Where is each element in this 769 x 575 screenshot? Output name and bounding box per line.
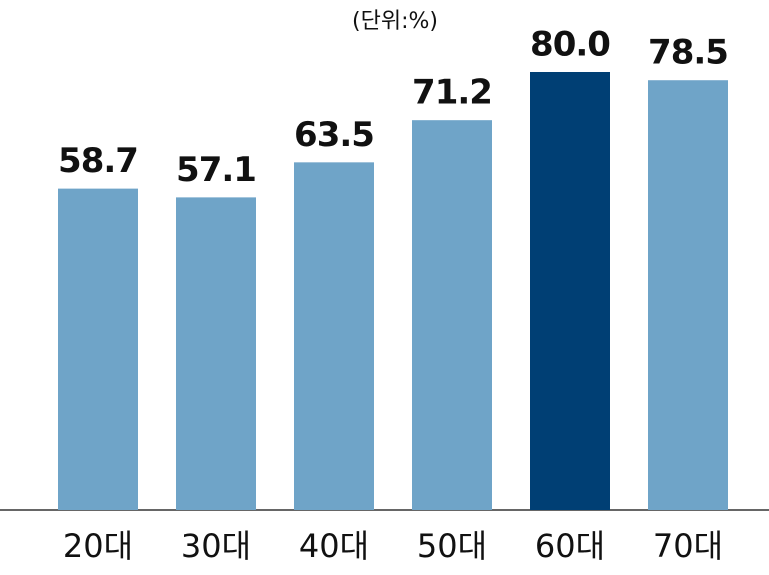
x-tick-label: 70대 xyxy=(653,527,723,565)
x-tick-label: 40대 xyxy=(299,527,369,565)
value-label: 78.5 xyxy=(648,33,728,73)
value-label: 58.7 xyxy=(58,141,138,181)
bar xyxy=(648,80,728,511)
value-label: 57.1 xyxy=(176,150,256,190)
unit-label: (단위:%) xyxy=(352,9,438,34)
x-tick-label: 30대 xyxy=(181,527,251,565)
x-tick-label: 50대 xyxy=(417,527,487,565)
bar xyxy=(294,162,374,510)
value-label: 80.0 xyxy=(530,25,610,65)
bar xyxy=(176,197,256,510)
value-label: 63.5 xyxy=(294,115,374,155)
bar xyxy=(530,72,610,510)
x-tick-label: 60대 xyxy=(535,527,605,565)
bar xyxy=(412,120,492,511)
x-tick-label: 20대 xyxy=(63,527,133,565)
value-label: 71.2 xyxy=(412,73,492,113)
bar xyxy=(58,188,138,510)
